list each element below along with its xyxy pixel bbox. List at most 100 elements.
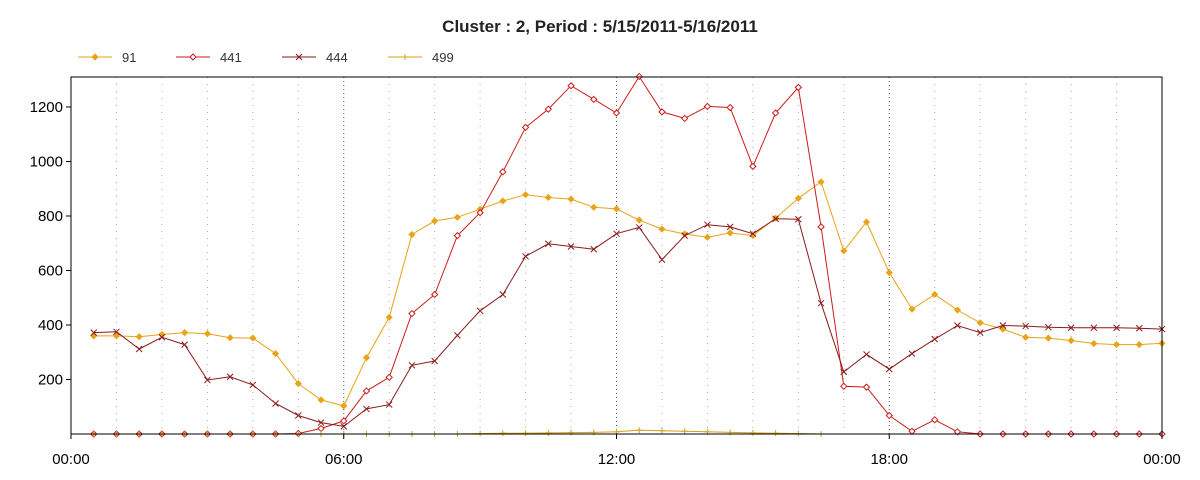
series-line — [93, 75, 1162, 435]
series-group — [90, 72, 1166, 438]
data-point — [567, 195, 575, 203]
legend-label: 91 — [122, 50, 136, 65]
x-axis: 00:00 06:00 12:00 18:00 00:00 — [52, 434, 1181, 468]
data-point — [726, 103, 734, 112]
data-point — [1135, 341, 1143, 349]
data-point — [545, 429, 552, 436]
data-point — [362, 354, 371, 362]
data-point — [635, 224, 643, 231]
data-point — [817, 178, 825, 186]
data-point — [189, 53, 197, 61]
data-point — [1090, 324, 1098, 332]
y-axis: 200 400 600 800 1000 1200 — [30, 99, 71, 388]
data-point — [908, 305, 916, 313]
data-point — [226, 373, 234, 381]
data-point — [181, 329, 189, 337]
data-point — [1044, 323, 1052, 331]
legend-item-499: 499 — [388, 50, 454, 65]
series-line — [93, 218, 1163, 427]
data-point — [885, 269, 893, 277]
data-point — [931, 335, 939, 343]
data-point — [226, 334, 234, 342]
data-point — [658, 427, 665, 434]
data-point — [499, 430, 506, 437]
legend: 91 441 444 499 — [78, 50, 454, 65]
data-point — [567, 82, 575, 90]
data-point — [408, 309, 416, 318]
data-point — [612, 205, 621, 213]
data-point — [431, 217, 439, 225]
data-point — [181, 341, 188, 348]
data-point — [408, 230, 416, 239]
data-point — [113, 328, 120, 336]
data-point — [1067, 336, 1075, 345]
x-tick-label: 06:00 — [325, 451, 363, 468]
data-point — [976, 329, 984, 336]
data-point — [90, 332, 98, 340]
data-point — [680, 114, 689, 123]
y-tick-label: 1200 — [30, 99, 63, 116]
y-tick-label: 200 — [38, 371, 63, 388]
data-point — [1044, 334, 1052, 342]
legend-label: 499 — [432, 50, 454, 65]
data-point — [385, 313, 393, 321]
data-point — [862, 218, 871, 226]
series-line — [93, 181, 1163, 407]
legend-label: 444 — [326, 50, 348, 65]
data-point — [772, 215, 779, 223]
data-point — [749, 230, 757, 238]
data-point — [794, 194, 802, 202]
data-point — [544, 193, 552, 202]
legend-item-91: 91 — [78, 50, 136, 65]
series-441 — [90, 72, 1166, 438]
data-point — [90, 329, 98, 336]
data-point — [908, 427, 916, 435]
data-point — [454, 331, 461, 339]
data-point — [1112, 341, 1121, 349]
data-point — [158, 333, 166, 341]
data-point — [385, 401, 393, 408]
data-point — [362, 387, 371, 395]
data-point — [726, 229, 734, 237]
data-point — [999, 322, 1007, 329]
data-point — [931, 416, 939, 424]
data-point — [499, 197, 507, 205]
plot-frame — [70, 76, 1163, 435]
data-point — [272, 400, 279, 407]
data-point — [976, 319, 984, 327]
data-point — [704, 221, 711, 229]
series-444 — [90, 215, 1166, 430]
x-tick-label: 00:00 — [52, 451, 90, 468]
data-point — [863, 351, 870, 358]
data-point — [431, 357, 439, 365]
data-point — [476, 209, 484, 217]
data-point — [636, 427, 643, 434]
data-point — [340, 423, 348, 430]
data-point — [794, 83, 803, 92]
y-tick-label: 800 — [38, 208, 63, 225]
data-point — [817, 299, 825, 307]
data-point — [204, 376, 211, 384]
data-point — [544, 105, 553, 113]
legend-item-444: 444 — [282, 50, 348, 65]
data-point — [203, 330, 211, 338]
data-point — [135, 333, 143, 341]
data-point — [954, 322, 961, 329]
data-point — [771, 109, 780, 117]
series-91 — [90, 178, 1166, 410]
data-point — [385, 373, 393, 382]
data-point — [681, 232, 689, 239]
data-point — [544, 240, 552, 248]
data-point — [749, 232, 757, 240]
data-point — [317, 424, 325, 433]
data-point — [681, 428, 688, 435]
data-point — [453, 213, 461, 221]
data-point — [772, 430, 779, 437]
data-point — [817, 223, 825, 231]
data-point — [340, 402, 348, 410]
data-point — [635, 72, 643, 81]
data-point — [726, 223, 734, 231]
data-point — [703, 102, 712, 111]
data-point — [658, 225, 666, 233]
